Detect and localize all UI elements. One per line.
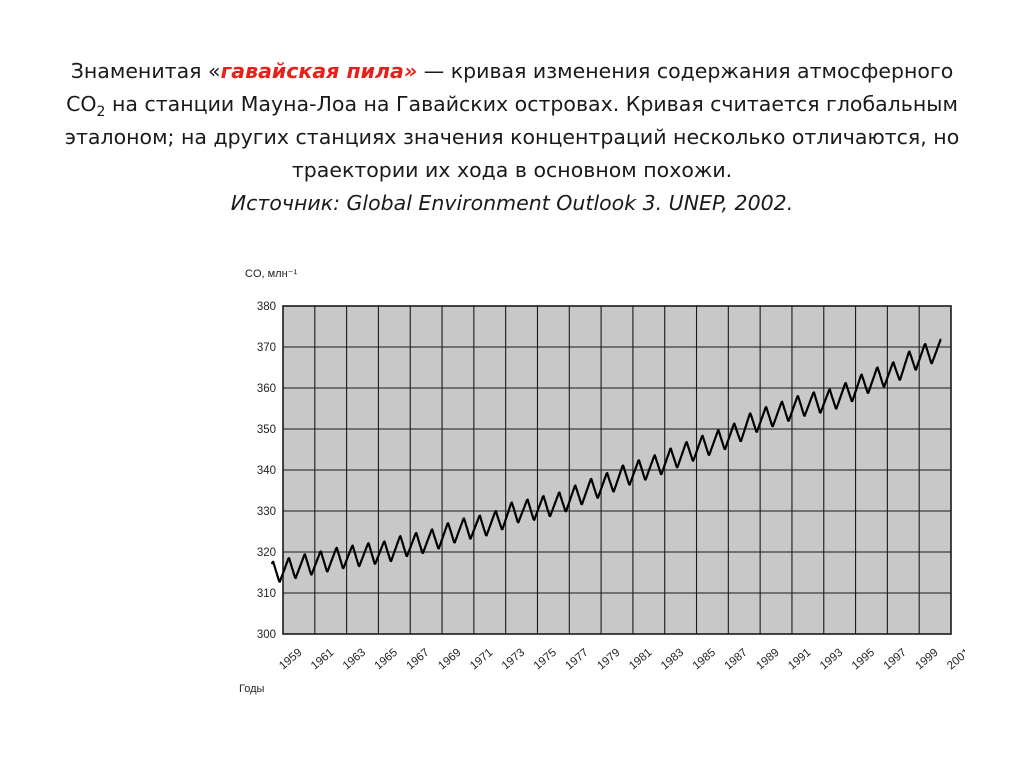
x-tick-label: 1973 [500, 647, 527, 673]
y-tick-label: 300 [257, 629, 276, 641]
x-tick-label: 1981 [627, 647, 654, 673]
caption-co2-subscript: 2 [96, 104, 106, 121]
y-tick-label: 320 [257, 547, 276, 559]
caption-source: Источник: Global Environment Outlook 3. … [230, 191, 794, 215]
x-tick-label: 1959 [277, 647, 304, 673]
x-tick-label: 1969 [436, 647, 463, 673]
y-tick-label: 330 [257, 506, 276, 518]
figure-caption: Знаменитая «гавайская пила» — кривая изм… [0, 55, 1024, 220]
x-tick-label: 1965 [373, 647, 400, 673]
caption-line4: траектории их хода в основном похожи. [291, 158, 733, 182]
caption-line2: на станции Мауна-Лоа на Гавайских остров… [105, 92, 958, 116]
x-tick-label: 1975 [532, 647, 559, 673]
y-tick-label: 310 [257, 588, 276, 600]
co2-chart: CO, млн⁻¹ 300 310 320 330 340 350 360 370 380 19… [239, 268, 965, 695]
x-tick-label: 1995 [850, 647, 877, 673]
y-tick-label: 370 [257, 342, 276, 354]
caption-highlight: гавайская пила» [220, 59, 418, 83]
x-axis-label: Годы [239, 683, 265, 695]
x-tick-label: 1961 [309, 647, 336, 673]
x-tick-label: 1963 [341, 647, 368, 673]
x-tick-label: 1991 [786, 647, 813, 673]
caption-co2: CO [66, 92, 97, 116]
x-tick-label: 1993 [818, 647, 845, 673]
caption-text-after: — кривая изменения содержания атмосферно… [417, 59, 954, 83]
caption-text-before: Знаменитая « [70, 59, 221, 83]
x-tick-label: 1999 [913, 647, 940, 673]
x-tick-label: 1971 [468, 647, 495, 673]
x-tick-label: 1997 [882, 647, 909, 673]
y-tick-label: 360 [257, 383, 276, 395]
x-tick-label: 1985 [691, 647, 718, 673]
x-tick-label: 1989 [754, 647, 781, 673]
caption-line3: эталоном; на других станциях значения ко… [64, 125, 960, 149]
x-tick-label: 1967 [404, 647, 431, 673]
y-tick-label: 340 [257, 465, 276, 477]
y-tick-label: 380 [257, 301, 276, 313]
x-tick-label: 1987 [723, 647, 750, 673]
x-tick-label: 1977 [564, 647, 591, 673]
x-tick-label: 2001 [945, 647, 965, 673]
y-tick-labels: 300 310 320 330 340 350 360 370 380 [257, 301, 276, 641]
x-tick-label: 1979 [595, 647, 622, 673]
y-tick-label: 350 [257, 424, 276, 436]
grid [283, 306, 951, 634]
x-tick-label: 1983 [659, 647, 686, 673]
y-axis-label: CO, млн⁻¹ [245, 268, 297, 280]
x-tick-labels: 1959 1961 1963 1965 1967 1969 1971 1973 1975 1977… [277, 647, 965, 673]
co2-series-line [270, 338, 942, 583]
